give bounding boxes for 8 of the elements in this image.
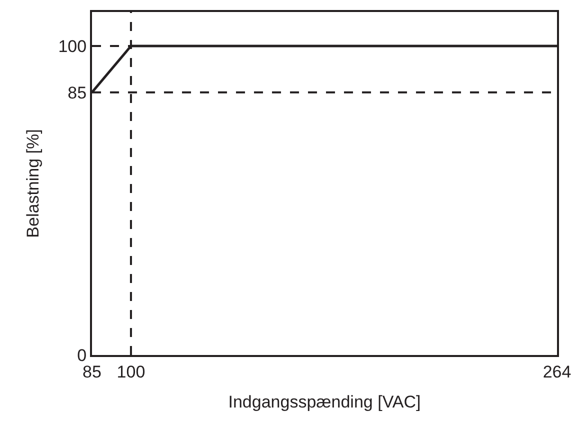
y-axis-title: Belastning [%]: [23, 129, 42, 238]
y-tick-label: 0: [77, 346, 87, 365]
x-tick-label: 85: [82, 362, 102, 382]
x-tick-label: 100: [116, 362, 146, 382]
y-tick-label: 100: [58, 36, 87, 56]
x-tick-label: 264: [542, 362, 572, 382]
x-axis-title: Indgangsspænding [VAC]: [228, 392, 421, 412]
y-tick-label: 85: [68, 83, 87, 102]
